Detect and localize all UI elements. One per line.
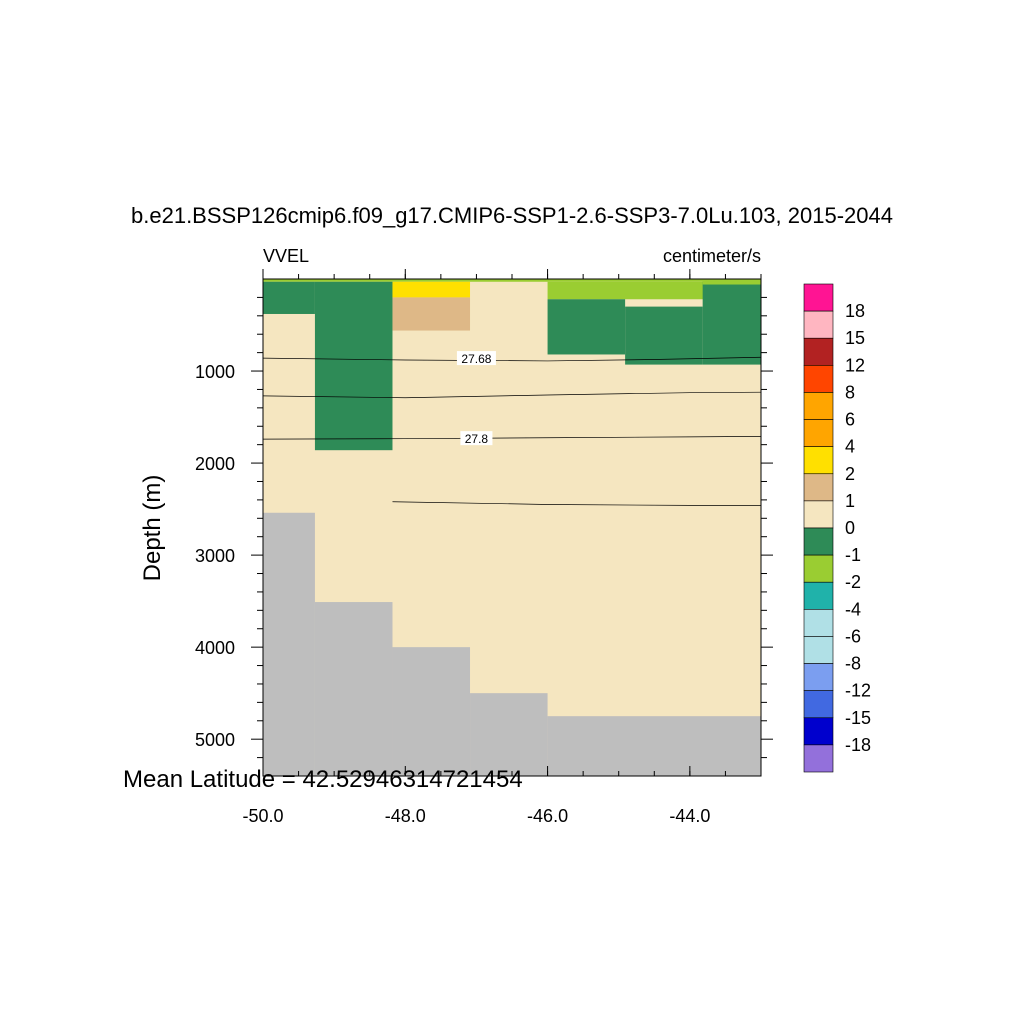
x-tick-label: -48.0 — [385, 806, 426, 826]
colorbar-label: -15 — [845, 708, 871, 728]
colorbar-swatch — [803, 690, 834, 719]
land-cell — [314, 602, 393, 776]
x-tick-label: -46.0 — [527, 806, 568, 826]
colorbar-label: -18 — [845, 735, 871, 755]
contour-line — [262, 391, 762, 399]
colorbar-swatch — [803, 554, 834, 583]
colorbar-swatch — [803, 744, 834, 773]
contour-label-box — [460, 431, 493, 446]
colorbar-swatch — [803, 527, 834, 556]
colorbar-label: 2 — [845, 464, 855, 484]
land-cell — [470, 693, 548, 776]
colorbar-label: 8 — [845, 382, 855, 402]
colorbar-swatch — [803, 283, 834, 312]
contour-label: 27.8 — [465, 432, 489, 446]
data-cell — [263, 281, 315, 314]
contour-label: 27.68 — [461, 352, 491, 366]
colorbar: 18 15 12 8 6 4 2 1 0 -1 -2 -4 -6 -8 -12 -15 -18 — [803, 283, 871, 773]
colorbar-swatch — [803, 500, 834, 529]
data-cell — [392, 297, 471, 331]
chart-title: b.e21.BSSP126cmip6.f09_g17.CMIP6-SSP1-2.… — [131, 203, 893, 228]
contour-line — [262, 356, 762, 362]
land-cell — [263, 512, 315, 776]
y-tick-label: 5000 — [195, 730, 235, 750]
variable-label: VVEL — [263, 246, 309, 266]
colorbar-label: 1 — [845, 491, 855, 511]
colorbar-label: 18 — [845, 301, 865, 321]
land-cell — [547, 716, 761, 776]
axes: -50.0 -48.0 -46.0 -44.0 1000 2000 3000 4000 5000 — [195, 269, 773, 826]
colorbar-label: -4 — [845, 599, 861, 619]
data-cell — [392, 281, 471, 298]
contour-line — [262, 436, 762, 440]
y-tick-label: 2000 — [195, 454, 235, 474]
colorbar-label: 15 — [845, 328, 865, 348]
colorbar-swatch — [803, 717, 834, 746]
colorbar-swatch — [803, 337, 834, 366]
colorbar-label: -8 — [845, 654, 861, 674]
x-tick-label: -44.0 — [669, 806, 710, 826]
colorbar-label: 6 — [845, 410, 855, 430]
x-tick-label: -50.0 — [242, 806, 283, 826]
colorbar-swatch — [803, 609, 834, 637]
colorbar-swatch — [803, 392, 834, 420]
y-tick-label: 3000 — [195, 546, 235, 566]
data-cell — [625, 306, 703, 365]
units-label: centimeter/s — [663, 246, 761, 266]
colorbar-label: -6 — [845, 626, 861, 646]
data-cell — [702, 279, 761, 285]
density-contours: 27.68 27.8 — [262, 351, 762, 506]
colorbar-label: -12 — [845, 681, 871, 701]
colorbar-label: -2 — [845, 572, 861, 592]
colorbar-label: 0 — [845, 518, 855, 538]
colorbar-swatch — [803, 310, 834, 339]
land-cell — [392, 647, 471, 776]
mean-latitude-label: Mean Latitude = 42.52946314721454 — [123, 766, 523, 793]
colorbar-swatch — [803, 419, 834, 447]
colorbar-swatch — [803, 365, 834, 393]
colorbar-swatch — [803, 663, 834, 691]
data-cell — [547, 299, 626, 355]
contour-label-box — [456, 351, 496, 366]
colorbar-swatch — [803, 636, 834, 664]
colorbar-label: -1 — [845, 545, 861, 565]
data-cell — [263, 279, 761, 282]
colorbar-label: 12 — [845, 355, 865, 375]
contour-line — [392, 501, 761, 506]
data-cell — [702, 281, 761, 365]
colorbar-swatch — [803, 581, 834, 610]
colorbar-swatch — [803, 473, 834, 502]
land-mask — [263, 512, 761, 776]
y-tick-label: 4000 — [195, 638, 235, 658]
y-axis-label: Depth (m) — [139, 475, 166, 582]
colorbar-swatch — [803, 446, 834, 475]
colorbar-label: 4 — [845, 437, 855, 457]
y-tick-label: 1000 — [195, 362, 235, 382]
data-cell — [314, 281, 393, 451]
